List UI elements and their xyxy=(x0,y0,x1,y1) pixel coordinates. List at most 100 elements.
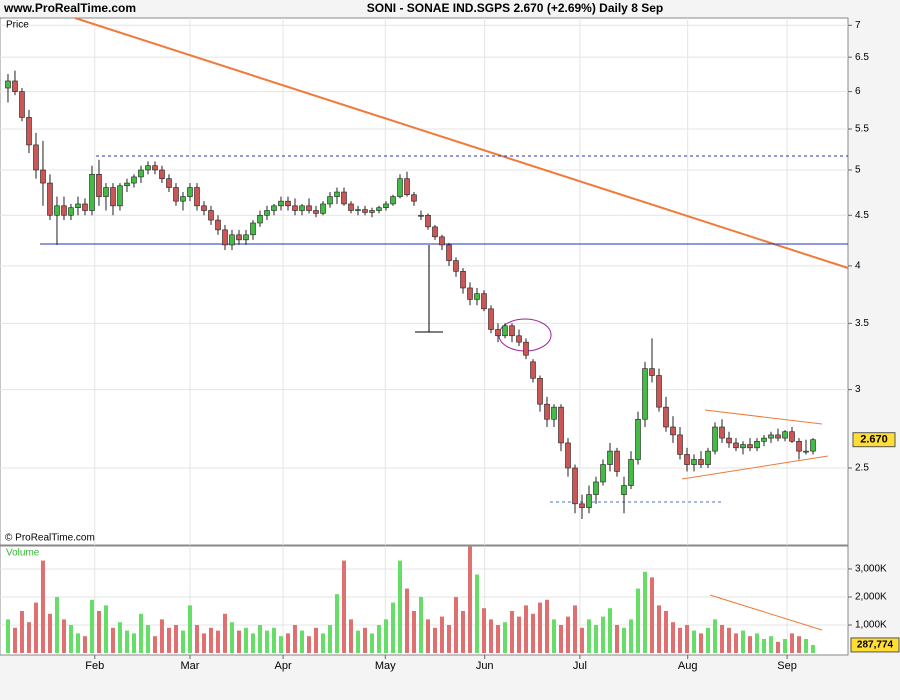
volume-bar xyxy=(187,605,192,653)
volume-bar xyxy=(131,633,136,653)
chart-title: SONI - SONAE IND.SGPS 2.670 (+2.69%) Dai… xyxy=(367,1,663,15)
candle-body xyxy=(348,203,354,211)
volume-bar xyxy=(698,633,703,653)
volume-bar xyxy=(719,624,724,653)
volume-bar xyxy=(495,624,500,653)
candle-body xyxy=(523,341,529,356)
volume-bar xyxy=(691,630,696,653)
last-price-label: 2.670 xyxy=(860,434,888,446)
candle-body xyxy=(572,467,578,505)
candle-body xyxy=(551,406,557,420)
candle-body xyxy=(285,200,291,207)
candle-body xyxy=(600,464,606,483)
candle-body xyxy=(628,459,634,486)
volume-bar xyxy=(509,610,514,653)
volume-bar xyxy=(593,624,598,653)
candle-body xyxy=(26,117,32,146)
candle-body xyxy=(264,210,270,216)
candle-body xyxy=(299,205,305,211)
volume-bar xyxy=(271,627,276,653)
volume-bar xyxy=(600,616,605,653)
candle-body xyxy=(96,173,102,197)
candle-body xyxy=(180,196,186,202)
candle-body xyxy=(740,444,746,449)
volume-bar xyxy=(537,602,542,653)
volume-bar xyxy=(82,636,87,653)
x-tick-label: Aug xyxy=(678,660,698,672)
candle-body xyxy=(642,368,648,420)
candle-body xyxy=(271,205,277,211)
candle-body xyxy=(138,169,144,178)
candle-body xyxy=(495,329,501,337)
candle-body xyxy=(509,325,515,337)
candle-body xyxy=(61,205,67,216)
y-tick-label: 1,000K xyxy=(855,620,887,631)
volume-bar xyxy=(278,636,283,653)
candle-body xyxy=(789,431,795,442)
last-volume-label: 287,774 xyxy=(857,640,894,651)
volume-bar xyxy=(299,630,304,653)
candle-body xyxy=(173,187,179,202)
volume-bar xyxy=(33,602,38,653)
pane-label: Price xyxy=(6,20,29,31)
volume-bar xyxy=(341,560,346,653)
candle-body xyxy=(117,185,123,207)
candle-body xyxy=(803,450,809,453)
candle-body xyxy=(103,187,109,197)
x-tick-label: Mar xyxy=(181,660,200,672)
volume-bar xyxy=(5,619,10,653)
volume-bar xyxy=(26,622,31,653)
y-tick-label: 3.5 xyxy=(855,318,869,329)
candle-body xyxy=(411,194,417,202)
volume-bar xyxy=(768,636,773,653)
volume-bar xyxy=(54,596,59,653)
volume-bar xyxy=(621,627,626,653)
copyright: © ProRealTime.com xyxy=(5,533,95,544)
volume-bar xyxy=(229,622,234,653)
candle-body xyxy=(369,210,375,213)
candle-body xyxy=(19,91,25,118)
volume-bar xyxy=(250,633,255,653)
volume-bar xyxy=(12,627,17,653)
candle-body xyxy=(124,182,130,187)
candle-body xyxy=(705,450,711,465)
candle-body xyxy=(579,503,585,508)
volume-bar xyxy=(439,616,444,653)
volume-bar xyxy=(103,605,108,653)
volume-bar xyxy=(19,610,24,653)
volume-bar xyxy=(61,619,66,653)
candle-body xyxy=(236,234,242,241)
volume-bar xyxy=(166,627,171,653)
candle-body xyxy=(47,182,53,216)
candle-body xyxy=(75,203,81,208)
candle-body xyxy=(747,444,753,449)
y-tick-label: 4 xyxy=(855,261,861,272)
volume-bar xyxy=(152,636,157,653)
candle-body xyxy=(292,205,298,211)
candle-body xyxy=(621,485,627,495)
volume-bar xyxy=(404,588,409,653)
volume-bar xyxy=(236,630,241,653)
pane-label: Volume xyxy=(6,548,40,559)
triangle-upper xyxy=(704,409,823,425)
candle-body xyxy=(33,144,39,171)
volume-bar xyxy=(677,627,682,653)
volume-bar xyxy=(761,638,766,653)
volume-bar xyxy=(47,613,52,653)
volume-bar xyxy=(740,630,745,653)
candle-body xyxy=(131,176,137,184)
volume-bar xyxy=(194,624,199,653)
candle-body xyxy=(796,441,802,452)
candle-body xyxy=(488,308,494,330)
volume-bar xyxy=(754,633,759,653)
volume-bar xyxy=(565,616,570,653)
candle-body xyxy=(243,234,249,241)
volume-bar xyxy=(369,633,374,653)
candle-body xyxy=(502,325,508,337)
candle-body xyxy=(418,214,424,217)
volume-bar xyxy=(453,596,458,653)
x-tick-label: May xyxy=(375,660,396,672)
volume-bar xyxy=(460,610,465,653)
volume-bar xyxy=(642,571,647,653)
volume-bar xyxy=(383,619,388,653)
